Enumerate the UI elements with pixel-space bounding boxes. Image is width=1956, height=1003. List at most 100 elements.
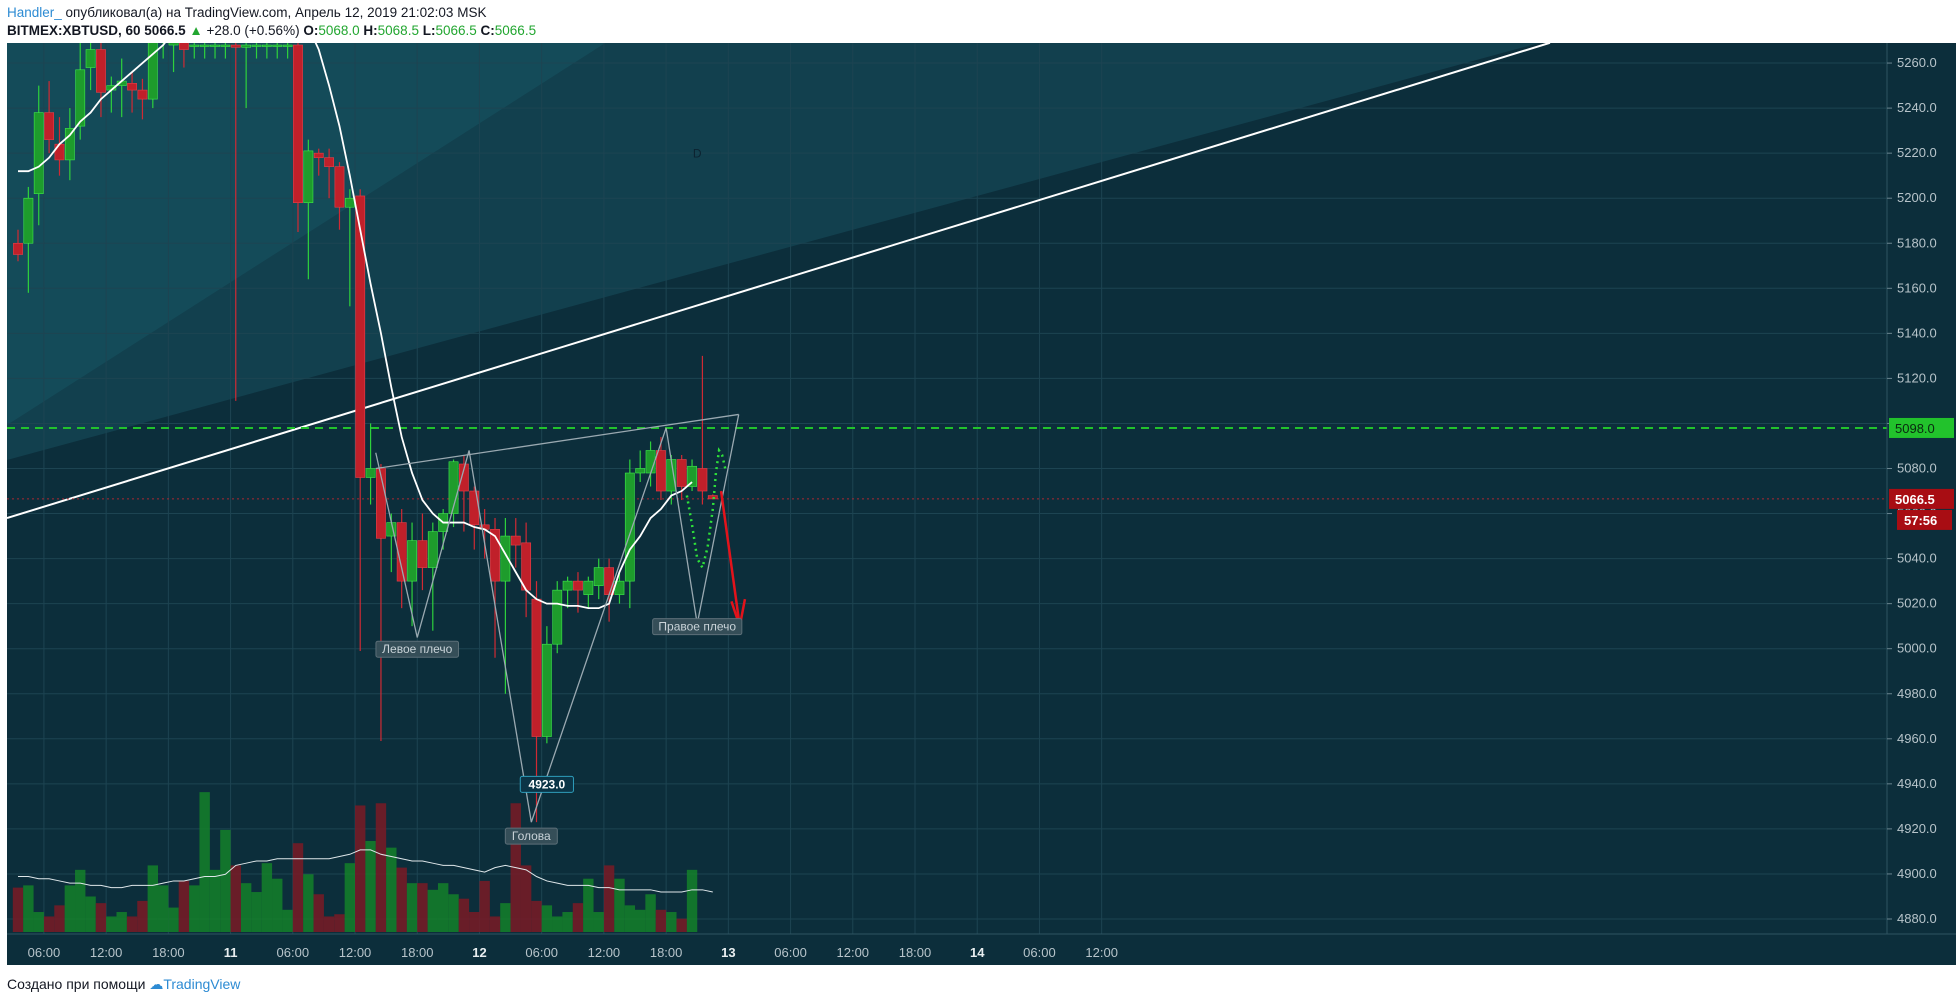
volume-bar [552,916,563,932]
open-value: 5068.0 [318,23,360,38]
volume-bar [365,840,376,932]
candle-body [220,44,231,47]
volume-bar [189,885,200,932]
volume-bar [635,909,646,932]
volume-bar [261,863,273,932]
annotation-text-4: D [693,147,702,161]
candle-body [697,468,708,492]
volume-bar [686,869,698,932]
candle-body [552,589,563,645]
volume-bar [157,885,169,932]
candle-body [355,195,366,478]
open-label: O: [303,23,319,38]
volume-bar [520,865,532,932]
volume-bar [562,912,573,932]
time-tick-label: 06:00 [525,945,558,960]
candle-body [593,567,604,586]
last-price-value: 5066.5 [144,23,186,38]
volume-bar [375,803,387,932]
candle-body [324,157,334,167]
resistance-price-label: 5098.0 [1895,421,1935,436]
price-tick-label: 5140.0 [1897,325,1937,340]
annotation-label-4: D [693,147,702,161]
volume-bar [43,916,55,932]
price-tick-label: 5260.0 [1897,55,1937,70]
volume-bar [448,894,459,932]
time-tick-label: 11 [224,945,238,960]
author-link[interactable]: Handler_ [7,5,62,20]
symbol-name: BITMEX:XBTUSD, 60 [7,23,141,38]
candle-body [490,529,500,582]
time-tick-label: 06:00 [28,945,61,960]
candle-body [469,490,480,526]
annotation-label-0: Левое плечо [375,640,460,658]
price-tick-label: 5160.0 [1897,280,1937,295]
volume-bar [500,903,511,932]
volume-bar [240,883,252,932]
volume-bar [282,909,293,932]
candle-body [85,49,96,68]
trend-line [7,43,1551,520]
tradingview-logo-icon: ☁ [149,976,164,992]
high-label: H: [363,23,378,38]
time-tick-label: 14 [970,945,985,960]
annotation-label-2: Правое плечо [652,618,743,636]
price-tick-label: 4920.0 [1897,821,1937,836]
annotation-text-2: Правое плечо [658,620,736,634]
candle-body [251,44,262,47]
candle-body [635,468,646,474]
price-tick-label: 5000.0 [1897,641,1937,656]
volume-bar [334,914,345,932]
projection-path [685,447,727,571]
volume-bar [292,843,304,932]
candle-body [64,128,75,161]
tradingview-link[interactable]: TradingView [163,976,241,992]
candle-body [396,522,407,582]
volume-bar [417,883,428,932]
time-tick-label: 06:00 [277,945,310,960]
candle-body [127,83,137,91]
price-tick-label: 5240.0 [1897,100,1937,115]
time-tick-label: 18:00 [650,945,683,960]
volume-bar [323,916,335,932]
volume-bar [344,863,356,932]
volume-bar [396,867,407,932]
volume-bar [676,918,687,932]
close-value: 5066.5 [494,23,537,38]
countdown-badge [1897,509,1952,530]
candle-body [344,197,355,208]
close-label: C: [480,23,495,38]
candle-body [459,463,469,492]
candle-body [96,49,106,93]
candle-body [531,598,542,737]
time-tick-label: 06:00 [774,945,807,960]
volume-bar [427,889,438,932]
annotation-text-0: Левое плечо [382,642,452,656]
candle-body [541,643,552,737]
plot-area: Левое плечо Голова Правое плечо 4923.0 D [7,41,1887,934]
volume-bar [147,865,159,932]
candle-body [510,535,521,546]
candle-body [159,41,168,43]
volume-bar [593,912,604,932]
time-tick-label: 13 [721,945,735,960]
footer: Создано при помощи ☁TradingView [7,976,240,993]
volume-bar [85,896,96,932]
neckline [375,413,739,470]
candle-body [500,535,511,582]
candle-body [13,242,23,255]
candle-body [272,44,283,47]
volume-ma-line [18,849,713,893]
volume-bar [126,916,138,932]
time-tick-label: 12 [472,945,486,960]
price-tick-label: 5220.0 [1897,145,1937,160]
price-tick-label: 4980.0 [1897,686,1937,701]
time-tick-label: 18:00 [152,945,185,960]
candle-body [656,450,666,492]
resistance-price-badge [1889,417,1954,438]
price-tick-label: 4960.0 [1897,731,1937,746]
candle-body [427,531,438,568]
volume-bar [75,869,86,932]
candle-body [230,44,241,48]
